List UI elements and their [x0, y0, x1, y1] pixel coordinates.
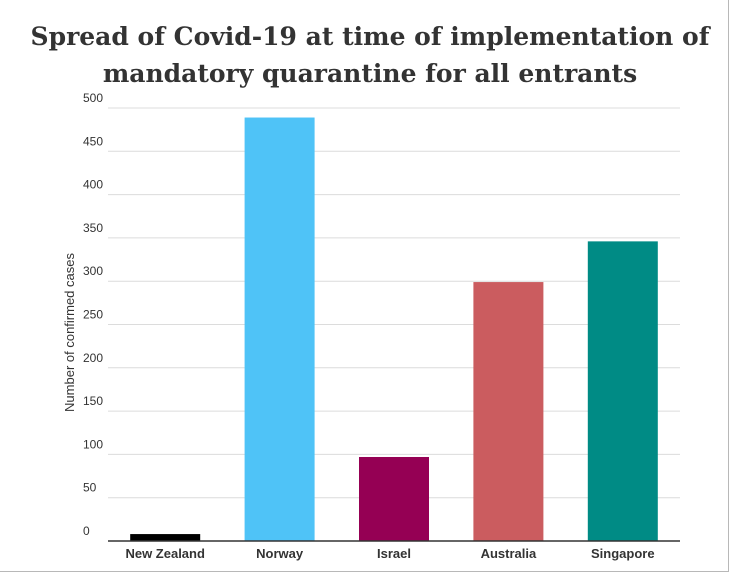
y-tick-label: 150: [83, 394, 103, 408]
bar-israel: [359, 456, 429, 541]
bar-singapore: [587, 241, 658, 541]
x-axis-labels: New Zealand Norway Israel Australia Singapor…: [125, 546, 654, 561]
gridlines: [108, 107, 680, 499]
y-tick-label: 200: [83, 351, 103, 365]
y-axis-ticks: 0 50 100 150 200 250 300 350 400 450 500: [83, 91, 103, 538]
chart-title: Spread of Covid-19 at time of implementa…: [0, 18, 730, 92]
bar-new-zealand: [130, 534, 201, 541]
chart-title-line-1: Spread of Covid-19 at time of implementa…: [30, 22, 710, 51]
y-tick-label: 400: [83, 178, 103, 192]
y-tick-label: 0: [83, 524, 90, 538]
bar-australia: [473, 282, 544, 541]
y-tick-label: 50: [83, 481, 97, 495]
bars: [130, 117, 658, 541]
y-tick-label: 250: [83, 308, 103, 322]
y-tick-label: 350: [83, 221, 103, 235]
x-tick-label: Singapore: [591, 546, 655, 561]
y-tick-label: 500: [83, 91, 103, 105]
x-tick-label: Israel: [377, 546, 411, 561]
y-tick-label: 100: [83, 437, 103, 451]
y-tick-label: 300: [83, 264, 103, 278]
x-tick-label: Norway: [256, 546, 304, 561]
bar-norway: [244, 117, 315, 541]
x-tick-label: Australia: [481, 546, 537, 561]
x-tick-label: New Zealand: [125, 546, 205, 561]
chart-title-line-2: mandatory quarantine for all entrants: [102, 59, 638, 88]
y-axis-title: Number of confirmed cases: [62, 253, 77, 412]
y-tick-label: 450: [83, 134, 103, 148]
